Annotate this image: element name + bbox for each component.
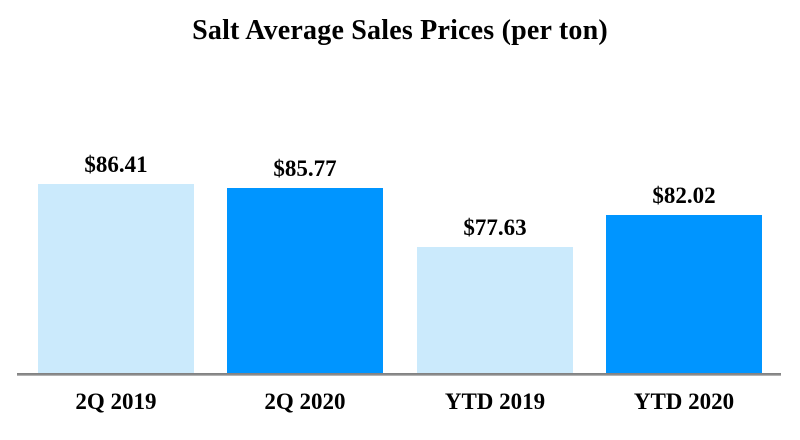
category-label: 2Q 2019 [75,389,157,414]
bar [606,215,762,373]
bar [417,247,573,373]
value-label: $85.77 [273,155,337,181]
bar [38,184,194,373]
bar-group: $86.41 2Q 2019 [38,152,194,414]
category-label: YTD 2020 [633,389,735,414]
value-label: $77.63 [463,214,527,240]
bar-group: $82.02 YTD 2020 [606,183,762,414]
x-axis-line [17,373,781,376]
bar-group: $85.77 2Q 2020 [227,156,383,414]
category-label: YTD 2019 [444,389,546,414]
value-label: $82.02 [652,182,716,208]
bar-group: $77.63 YTD 2019 [417,215,573,414]
value-label: $86.41 [84,151,148,177]
bar [227,188,383,373]
category-label: 2Q 2020 [264,389,346,414]
chart-title: Salt Average Sales Prices (per ton) [192,15,608,46]
